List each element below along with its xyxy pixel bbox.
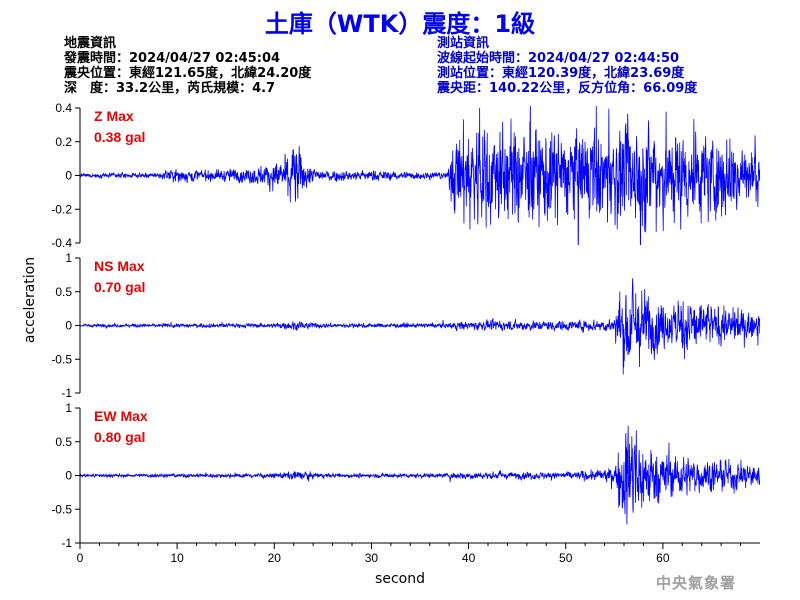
- epicenter-location: 震央位置：東經121.65度，北緯24.20度: [64, 66, 312, 81]
- origin-time: 發震時間：2024/04/27 02:45:04: [64, 51, 281, 66]
- y-tick-label: -0.5: [51, 502, 72, 516]
- x-tick-label: 60: [656, 551, 670, 565]
- x-axis-label: second: [375, 571, 425, 587]
- x-tick-label: 20: [268, 551, 282, 565]
- x-tick-label: 50: [559, 551, 573, 565]
- y-tick-label: 1: [65, 251, 72, 265]
- max-label-ns: NS Max: [94, 258, 145, 274]
- panel-z: -0.4 -0.2 0 0.2 0.4 Z Max 0.38 gal: [51, 101, 760, 250]
- max-value-ns: 0.70 gal: [94, 279, 145, 295]
- trace-z: [80, 106, 760, 245]
- y-tick-label: -0.5: [51, 352, 72, 366]
- station-location: 測站位置：東經120.39度，北緯23.69度: [437, 66, 685, 81]
- y-tick-label: -0.4: [51, 236, 72, 250]
- trace-ns: [80, 278, 760, 375]
- y-tick-label: -1: [61, 536, 72, 550]
- x-tick-label: 30: [365, 551, 379, 565]
- y-tick-label: 1: [65, 401, 72, 415]
- trace-ew: [80, 425, 760, 525]
- x-tick-label: 0: [77, 551, 84, 565]
- y-tick-label: 0: [65, 469, 72, 483]
- y-tick-label: 0: [65, 319, 72, 333]
- station-info-header: 測站資訊: [437, 36, 490, 51]
- wave-start-time: 波線起始時間：2024/04/27 02:44:50: [437, 51, 680, 66]
- max-label-z: Z Max: [94, 108, 134, 124]
- y-tick-label: 0.4: [55, 101, 72, 115]
- distance-azimuth: 震央距：140.22公里，反方位角：66.09度: [437, 81, 698, 96]
- panel-ns: -1 -0.5 0 0.5 1 NS Max 0.70 gal: [51, 251, 760, 400]
- x-tick-label: 10: [170, 551, 184, 565]
- y-axis-label: acceleration: [22, 256, 38, 344]
- y-tick-label: 0.5: [55, 435, 72, 449]
- y-tick-label: -1: [61, 386, 72, 400]
- y-tick-label: -0.2: [51, 202, 72, 216]
- max-label-ew: EW Max: [94, 408, 148, 424]
- max-value-z: 0.38 gal: [94, 129, 145, 145]
- station-info: 測站資訊 波線起始時間：2024/04/27 02:44:50 測站位置：東經1…: [437, 36, 697, 96]
- panel-ew: -1 -0.5 0 0.5 1 EW Max 0.80 gal 0 10 20 30 40 50 60: [51, 401, 760, 565]
- x-tick-label: 40: [462, 551, 476, 565]
- chart-title: 土庫（WTK）震度：1級: [264, 10, 536, 38]
- y-tick-label: 0.2: [55, 135, 72, 149]
- y-tick-label: 0: [65, 169, 72, 183]
- event-info-header: 地震資訊: [64, 36, 117, 51]
- depth-magnitude: 深 度：33.2公里，芮氏規模：4.7: [64, 81, 276, 96]
- max-value-ew: 0.80 gal: [94, 429, 145, 445]
- y-tick-label: 0.5: [55, 285, 72, 299]
- agency-watermark: 中央氣象署: [656, 574, 737, 592]
- event-info: 地震資訊 發震時間：2024/04/27 02:45:04 震央位置：東經121…: [64, 36, 311, 96]
